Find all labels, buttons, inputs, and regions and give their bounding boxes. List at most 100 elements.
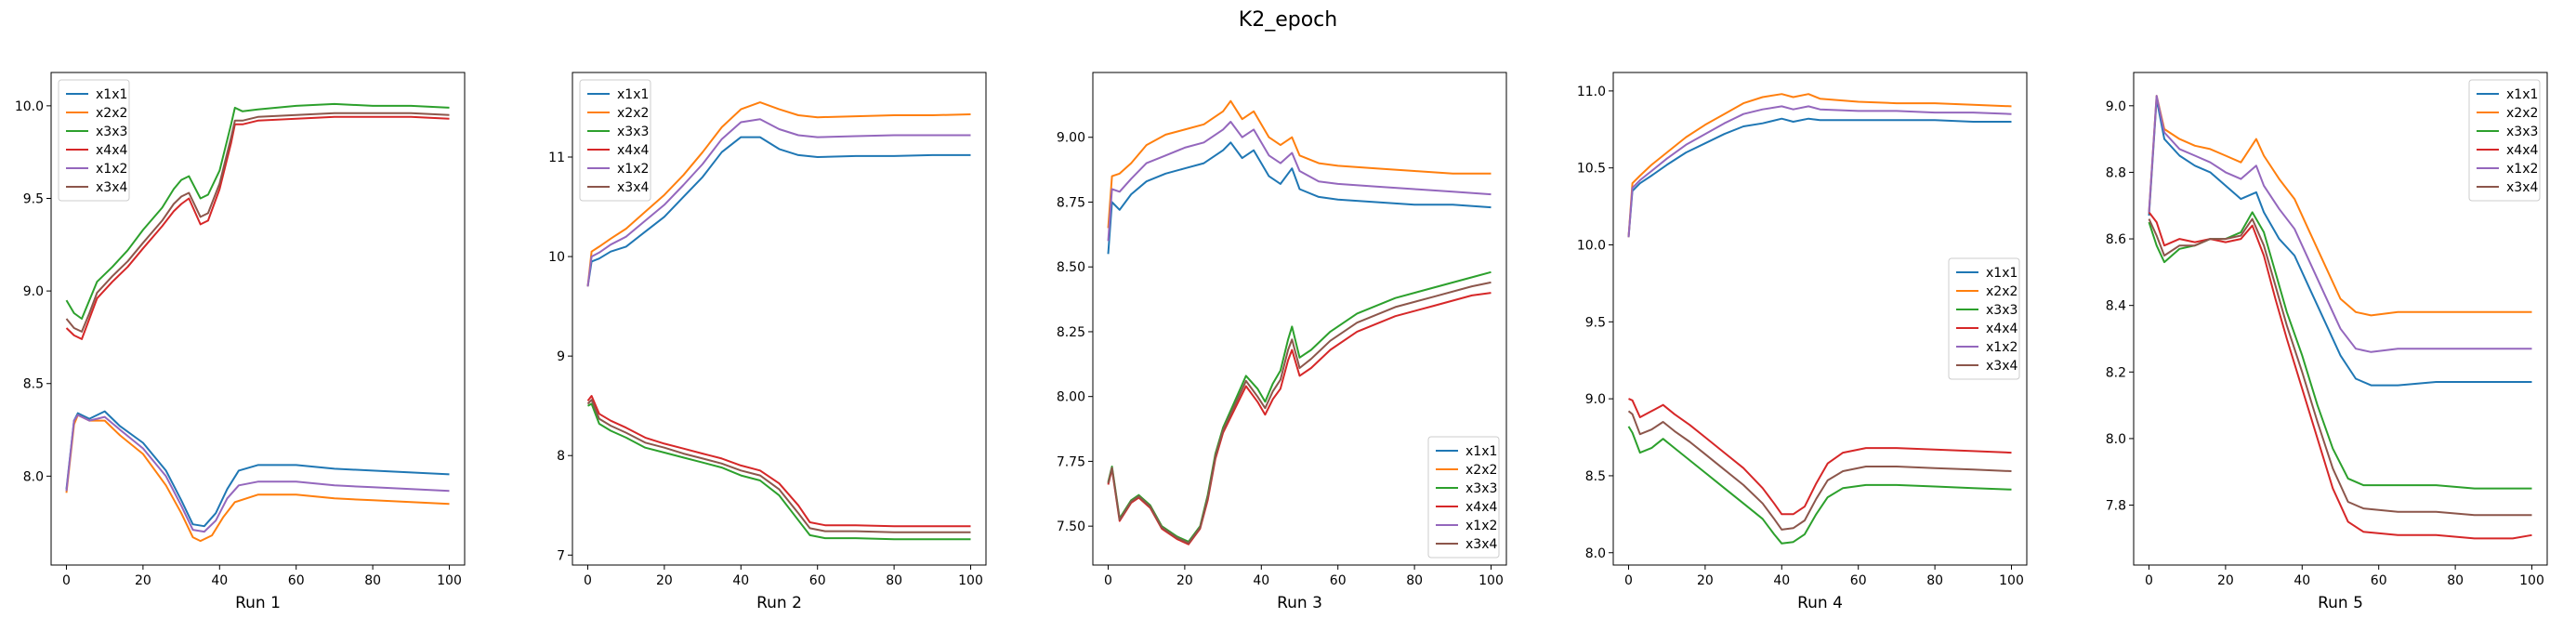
y-tick-label: 7.8 [2106,499,2126,514]
series-line-x3x3 [1627,426,2012,545]
legend: x1x1 x2x2 x3x3 x4x4 x1x2 x3x4 [2468,79,2541,202]
x-tick-label: 80 [2447,573,2464,588]
legend-label-x3x3: x3x3 [2506,125,2538,139]
series-line-x3x3 [65,102,450,320]
y-tick-label: 8.50 [1057,260,1085,275]
series-line-x2x2 [586,101,971,287]
subplot-run-3: 0 20 40 60 80 100 7.50 7.75 8.00 8.25 8.50 8.75 9.00… [1057,72,1507,612]
x-tick-label: 20 [1176,573,1193,588]
x-tick-label: 0 [1104,573,1112,588]
x-tick-label: 100 [437,573,462,588]
series-line-x2x2 [1107,99,1492,229]
x-tick-label: 0 [2145,573,2153,588]
x-tick-label: 60 [2371,573,2387,588]
axes-frame [50,72,466,566]
legend-label-x3x3: x3x3 [1465,481,1497,496]
x-tick-label: 60 [809,573,826,588]
axes-frame [2133,72,2548,566]
y-tick-label: 9.0 [1585,392,1606,407]
x-tick-label: 40 [732,573,749,588]
x-tick-label: 20 [656,573,673,588]
legend-label-x1x1: x1x1 [96,87,127,102]
series-line-x3x3 [2148,211,2532,490]
x-axis-label: Run 3 [1277,594,1322,612]
x-tick-label: 20 [135,573,151,588]
legend-box [58,79,130,202]
y-tick-label: 9.0 [2106,99,2126,114]
y-tick-label: 8.6 [2106,232,2126,247]
subplot-run-1: 0 20 40 60 80 100 8.0 8.5 9.0 9.5 10.0 Run 1 x1x1 x2x… [15,72,466,612]
series-line-x3x4 [586,399,971,533]
y-tick-label: 8.0 [23,469,44,484]
legend-label-x3x3: x3x3 [96,125,127,139]
y-tick-label: 10.0 [1577,239,1606,254]
y-tick-label: 8.25 [1057,325,1085,340]
legend-label-x3x3: x3x3 [617,125,649,139]
legend-label-x2x2: x2x2 [2506,106,2538,121]
series-lines [586,101,971,541]
x-axis-label: Run 5 [2318,594,2363,612]
series-line-x4x4 [65,115,450,340]
legend: x1x1 x2x2 x3x3 x4x4 x1x2 x3x4 [1427,436,1500,559]
y-tick-label: 9.5 [1585,315,1606,330]
x-tick-label: 0 [62,573,71,588]
y-tick-label: 8.5 [23,377,44,392]
y-tick-label: 10 [548,250,565,265]
legend-box [1948,257,2020,380]
series-line-x1x1 [2148,98,2532,387]
x-tick-label: 80 [1926,573,1943,588]
legend-label-x1x2: x1x2 [1465,519,1497,533]
series-line-x1x1 [586,136,971,287]
series-line-x3x3 [587,402,971,541]
legend: x1x1 x2x2 x3x3 x4x4 x1x2 x3x4 [579,79,651,202]
series-line-x1x2 [2148,95,2532,353]
y-tick-label: 8.2 [2106,365,2126,380]
legend-label-x1x2: x1x2 [1986,340,2017,355]
x-tick-label: 20 [1697,573,1714,588]
series-lines [1627,93,2012,545]
legend: x1x1 x2x2 x3x3 x4x4 x1x2 x3x4 [1948,257,2020,380]
figure-title: K2_epoch [1239,8,1337,32]
series-line-x3x4 [65,112,450,333]
x-axis-label: Run 1 [235,594,281,612]
legend-label-x3x4: x3x4 [1986,359,2017,374]
series-line-x2x2 [1627,93,2012,238]
y-tick-label: 7 [557,548,565,563]
series-line-x1x2 [1627,105,2012,238]
y-tick-label: 7.50 [1057,519,1085,534]
legend-label-x1x1: x1x1 [2506,87,2538,102]
x-tick-label: 100 [1999,573,2024,588]
y-tick-label: 8.5 [1585,469,1606,484]
x-tick-label: 0 [1624,573,1633,588]
legend-label-x2x2: x2x2 [1465,463,1497,478]
series-lines [2148,95,2532,540]
legend-label-x3x3: x3x3 [1986,303,2017,318]
subplot-run-2: 0 20 40 60 80 100 7 8 9 10 11 Run 2 x1x1 x2x2 x3x3 x4x4… [548,72,987,612]
axes-frame [572,72,987,566]
x-tick-label: 40 [2293,573,2310,588]
series-line-x1x1 [65,410,450,528]
series-line-x3x3 [1107,270,1492,543]
legend-label-x1x2: x1x2 [2506,162,2538,177]
x-tick-label: 80 [1406,573,1423,588]
legend-label-x3x4: x3x4 [1465,537,1497,552]
legend-label-x2x2: x2x2 [1986,284,2017,299]
legend-box [579,79,651,202]
series-line-x3x4 [1627,410,2012,531]
legend-label-x1x1: x1x1 [617,87,649,102]
x-tick-label: 20 [2217,573,2234,588]
y-tick-label: 8.75 [1057,195,1085,210]
legend-label-x4x4: x4x4 [2506,143,2538,158]
series-line-x1x1 [1107,141,1492,255]
legend-label-x1x2: x1x2 [617,162,649,177]
subplot-run-5: 0 20 40 60 80 100 7.8 8.0 8.2 8.4 8.6 8.8 9.0 Run 5 x1… [2106,72,2548,612]
series-line-x1x2 [1107,121,1492,242]
x-tick-label: 0 [584,573,592,588]
legend-label-x2x2: x2x2 [96,106,127,121]
y-tick-label: 11.0 [1577,85,1606,99]
series-line-x1x2 [65,414,450,533]
axes-frame [1092,72,1507,566]
